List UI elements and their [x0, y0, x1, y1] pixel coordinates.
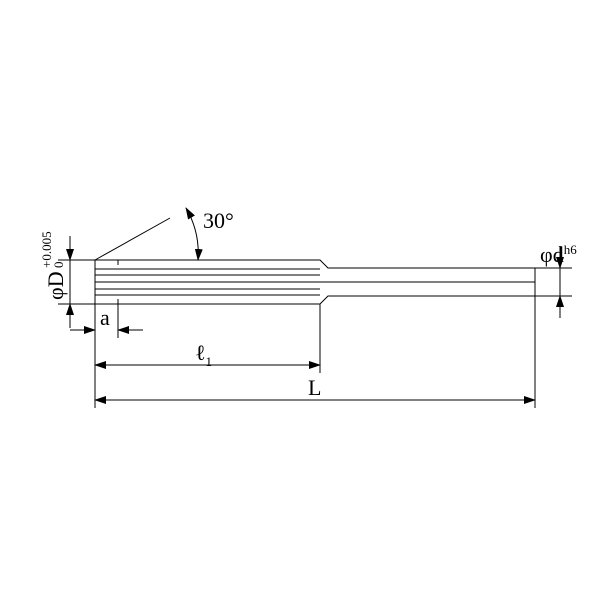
reamer-tech-drawing: 30° φD +0.005 0 φdh6 a	[0, 0, 600, 600]
phid-label: φd	[540, 242, 564, 267]
svg-text:ℓ1: ℓ1	[195, 340, 212, 369]
tool-body	[95, 218, 535, 304]
angle-label: 30°	[203, 208, 234, 233]
chamfer-edge	[95, 218, 170, 260]
dim-phiD: φD +0.005 0	[39, 231, 95, 328]
dim-l1: ℓ1	[95, 304, 320, 373]
phid-tol: h6	[564, 242, 578, 257]
dim-a: a	[70, 304, 143, 338]
L-label: L	[308, 375, 321, 400]
phiD-label: φD	[43, 271, 68, 300]
a-label: a	[100, 305, 110, 330]
svg-text:φdh6: φdh6	[540, 242, 577, 267]
l1-label: ℓ	[195, 340, 206, 365]
dim-angle: 30°	[95, 208, 234, 260]
dim-phid: φdh6	[535, 242, 577, 318]
phiD-tol-lower: 0	[51, 262, 66, 269]
dim-L: L	[95, 296, 535, 408]
l1-sub: 1	[206, 354, 213, 369]
